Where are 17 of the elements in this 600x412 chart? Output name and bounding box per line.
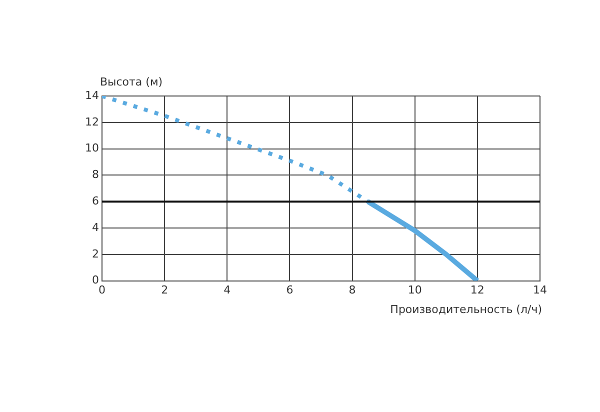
y-tick-label: 6 (92, 194, 99, 208)
x-tick-label: 10 (408, 283, 422, 296)
x-tick-label: 6 (286, 283, 294, 296)
x-tick-label: 8 (348, 283, 356, 296)
x-axis-title: Производительность (л/ч) (390, 303, 542, 316)
y-tick-label: 4 (92, 220, 99, 234)
y-tick-label: 10 (84, 142, 99, 155)
y-tick-label: 12 (84, 115, 99, 128)
x-tick-label: 12 (470, 283, 484, 296)
x-tick-label: 2 (161, 283, 168, 296)
x-tick-label: 14 (533, 283, 547, 296)
y-tick-label: 14 (84, 88, 99, 102)
y-tick-label: 8 (92, 168, 99, 182)
x-tick-label: 4 (224, 283, 231, 296)
y-tick-label: 0 (92, 274, 99, 287)
y-axis-title: Высота (м) (100, 75, 163, 88)
y-tick-label: 2 (92, 247, 99, 260)
